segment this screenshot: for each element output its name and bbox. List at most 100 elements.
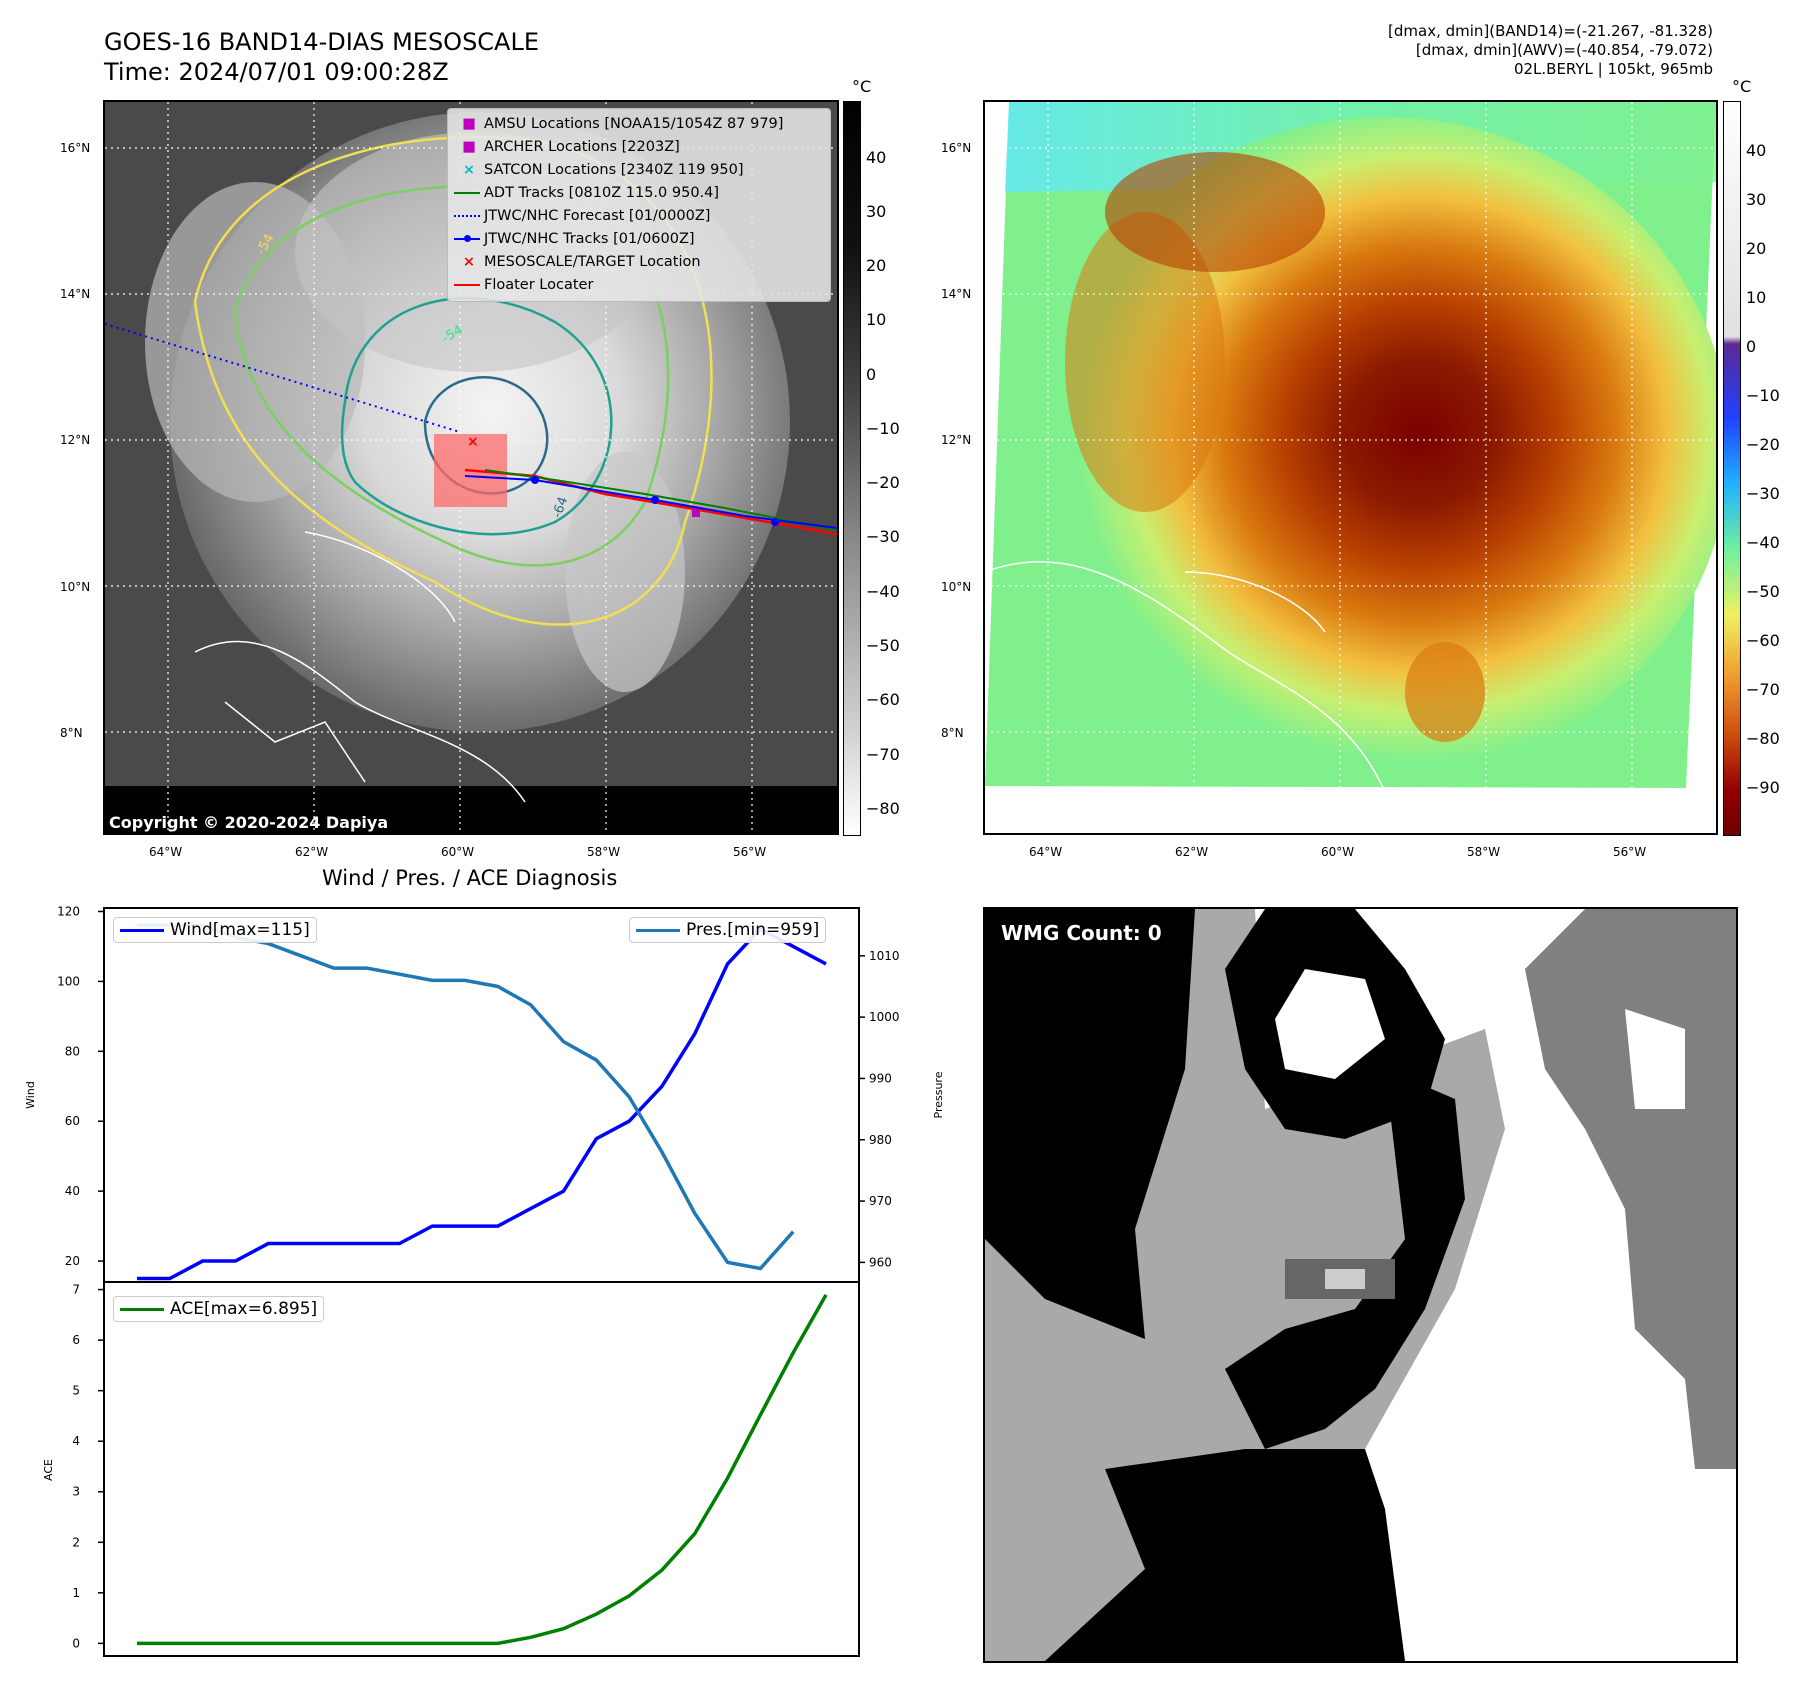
color-cb-tick: 10 xyxy=(1746,288,1767,307)
color-cb-tick: −20 xyxy=(1746,435,1780,454)
gray-cb-tick: −70 xyxy=(866,745,900,764)
ace-axes xyxy=(103,1281,860,1657)
wmg-image xyxy=(985,909,1736,1661)
chart-title: GOES-16 BAND14-DIAS MESOSCALE Time: 2024… xyxy=(104,27,539,87)
color-cb-tick: −50 xyxy=(1746,582,1780,601)
color-cb-tick: −70 xyxy=(1746,680,1780,699)
ace-legend: ACE[max=6.895] xyxy=(113,1296,325,1322)
diagnosis-title: Wind / Pres. / ACE Diagnosis xyxy=(322,866,618,890)
wind-tick-label: 120 xyxy=(57,904,80,918)
pressure-tick-label: 970 xyxy=(869,1194,892,1208)
line-dot-icon xyxy=(454,235,484,242)
wind-tick-label: 20 xyxy=(65,1254,80,1268)
lon-label-64w-right: 64°W xyxy=(1029,845,1063,859)
color-cb-tick: 0 xyxy=(1746,337,1757,356)
color-cb-tick: −80 xyxy=(1746,729,1780,748)
color-colorbar xyxy=(1723,101,1741,836)
title-line-2: Time: 2024/07/01 09:00:28Z xyxy=(104,58,449,86)
pressure-series-line xyxy=(137,923,795,1271)
x-marker-icon: × xyxy=(462,254,476,270)
gray-cb-tick: 0 xyxy=(866,365,877,384)
legend-item-target: × MESOSCALE/TARGET Location xyxy=(454,251,830,274)
gray-cb-tick: −10 xyxy=(866,419,900,438)
ace-legend-line-icon xyxy=(120,1307,164,1311)
color-cb-tick: −10 xyxy=(1746,386,1780,405)
lon-label-62w-right: 62°W xyxy=(1175,845,1209,859)
line-marker-icon xyxy=(454,284,484,286)
gray-cb-tick: −20 xyxy=(866,473,900,492)
lat-label-12n-right: 12°N xyxy=(941,433,972,447)
lat-label-16n: 16°N xyxy=(60,141,91,155)
color-cb-tick: 30 xyxy=(1746,190,1767,209)
map-legend: ■ AMSU Locations [NOAA15/1054Z 87 979] ■ A… xyxy=(447,108,831,302)
ir-map-panel: × -54 -64 -54 ■ AMSU Locations [NOAA15/10… xyxy=(103,100,839,835)
pressure-legend: Pres.[min=959] xyxy=(629,917,827,943)
copyright-text: Copyright © 2020-2024 Dapiya xyxy=(109,813,389,832)
gray-cb-tick: 20 xyxy=(866,256,887,275)
pressure-tick-label: 980 xyxy=(869,1133,892,1147)
lat-label-14n: 14°N xyxy=(60,287,91,301)
gray-cb-tick: 40 xyxy=(866,148,887,167)
lon-label-58w: 58°W xyxy=(587,845,621,859)
pressure-tick-label: 990 xyxy=(869,1071,892,1085)
gray-cb-tick: −50 xyxy=(866,636,900,655)
square-marker-icon: ■ xyxy=(462,139,476,155)
gray-cb-tick: −40 xyxy=(866,582,900,601)
info-line-3: 02L.BERYL | 105kt, 965mb xyxy=(1513,60,1713,78)
wind-series-line xyxy=(137,926,827,1281)
legend-item-floater: Floater Locater xyxy=(454,274,830,297)
color-cb-tick: −60 xyxy=(1746,631,1780,650)
pressure-tick-label: 1010 xyxy=(869,949,900,963)
ace-series-line xyxy=(137,1294,828,1646)
gray-cb-tick: 10 xyxy=(866,310,887,329)
color-colorbar-unit: °C xyxy=(1732,77,1752,96)
lon-label-56w: 56°W xyxy=(733,845,767,859)
legend-item-tracks: JTWC/NHC Tracks [01/0600Z] xyxy=(454,228,830,251)
lat-label-12n: 12°N xyxy=(60,433,91,447)
color-cb-tick: −30 xyxy=(1746,484,1780,503)
wind-tick-label: 60 xyxy=(65,1114,80,1128)
color-ir-map-image xyxy=(985,102,1716,833)
pressure-legend-line-icon xyxy=(636,928,680,932)
wmg-panel: WMG Count: 0 xyxy=(983,907,1738,1663)
legend-item-amsu: ■ AMSU Locations [NOAA15/1054Z 87 979] xyxy=(454,113,830,136)
wind-legend-line-icon xyxy=(120,928,164,932)
ace-tick-label: 0 xyxy=(72,1636,80,1650)
ace-tick-label: 3 xyxy=(72,1485,80,1499)
ace-tick-label: 5 xyxy=(72,1384,80,1398)
lon-label-64w: 64°W xyxy=(149,845,183,859)
svg-text:×: × xyxy=(467,434,479,450)
diagnosis-chart: 20 40 60 80 100 120 960 970 980 990 1000 1010 0 1 2 3… xyxy=(24,904,945,1657)
stats-info: [dmax, dmin](BAND14)=(-21.267, -81.328) … xyxy=(1388,22,1713,79)
gray-cb-tick: −30 xyxy=(866,527,900,546)
color-cb-tick: 40 xyxy=(1746,141,1767,160)
ace-tick-label: 4 xyxy=(72,1434,80,1448)
lat-label-16n-right: 16°N xyxy=(941,141,972,155)
ace-tick-label: 6 xyxy=(72,1333,80,1347)
lon-label-62w: 62°W xyxy=(295,845,329,859)
legend-item-forecast: JTWC/NHC Forecast [01/0000Z] xyxy=(454,205,830,228)
lat-label-14n-right: 14°N xyxy=(941,287,972,301)
lon-label-60w-right: 60°W xyxy=(1321,845,1355,859)
color-cb-tick: −90 xyxy=(1746,778,1780,797)
ace-axis-label: ACE xyxy=(42,1459,55,1481)
gray-cb-tick: −60 xyxy=(866,690,900,709)
ace-tick-label: 1 xyxy=(72,1586,80,1600)
color-cb-tick: −40 xyxy=(1746,533,1780,552)
pressure-axis-label: Pressure xyxy=(932,1071,945,1118)
lat-label-8n-right: 8°N xyxy=(941,726,964,740)
x-marker-icon: × xyxy=(462,162,476,178)
legend-item-satcon: × SATCON Locations [2340Z 119 950] xyxy=(454,159,830,182)
lon-label-60w: 60°W xyxy=(441,845,475,859)
wind-axis-label: Wind xyxy=(24,1081,37,1109)
wind-legend: Wind[max=115] xyxy=(113,917,317,943)
square-marker-icon: ■ xyxy=(462,116,476,132)
pressure-tick-label: 960 xyxy=(869,1255,892,1269)
color-cb-tick: 20 xyxy=(1746,239,1767,258)
wind-tick-label: 100 xyxy=(57,974,80,988)
pressure-tick-label: 1000 xyxy=(869,1010,900,1024)
info-line-2: [dmax, dmin](AWV)=(-40.854, -79.072) xyxy=(1415,41,1713,59)
line-marker-icon xyxy=(454,192,484,194)
legend-item-archer: ■ ARCHER Locations [2203Z] xyxy=(454,136,830,159)
gray-cb-tick: −80 xyxy=(866,799,900,818)
